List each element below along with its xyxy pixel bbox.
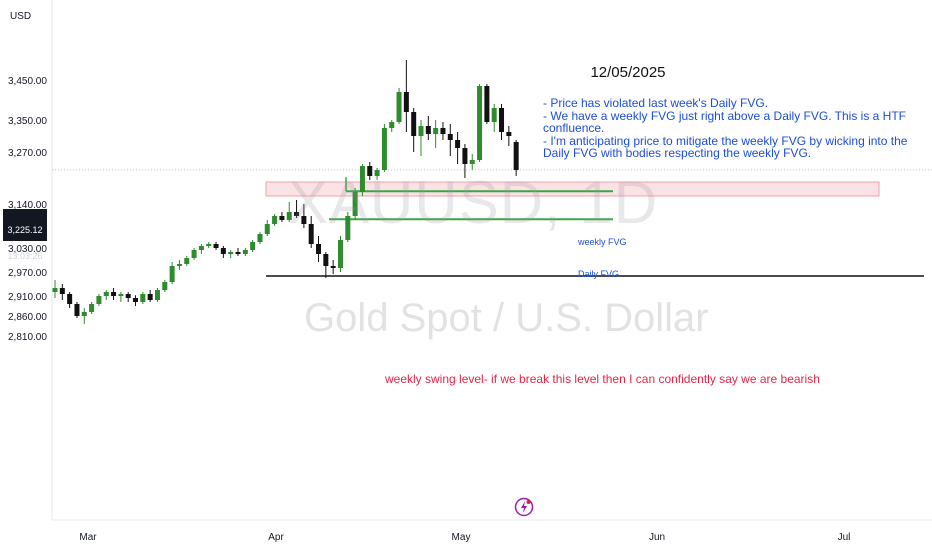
candle-body	[81, 312, 87, 316]
candle-body	[330, 266, 336, 268]
candle-body	[176, 264, 182, 266]
candle-body	[118, 294, 124, 296]
y-tick-label: 2,910.00	[8, 292, 47, 303]
candle-body	[447, 134, 453, 140]
y-tick-label: 2,970.00	[8, 268, 47, 279]
candle-body	[462, 148, 468, 164]
candle-body	[308, 224, 314, 244]
candle-body	[235, 252, 241, 254]
candle-body	[140, 294, 146, 302]
candle-body	[272, 216, 278, 224]
x-tick-label: Jul	[838, 532, 851, 543]
candle-body	[301, 216, 307, 224]
candle-body	[213, 244, 219, 248]
candle-body	[96, 296, 102, 304]
candle-body	[147, 294, 153, 300]
candle-body	[323, 254, 329, 266]
y-tick-label: 3,450.00	[8, 76, 47, 87]
candle-body	[484, 86, 490, 122]
candle-body	[345, 216, 351, 240]
candle-body	[154, 290, 160, 300]
price-axis	[0, 0, 52, 550]
candle-body	[374, 170, 380, 176]
candle-body	[418, 126, 424, 136]
candle-body	[513, 142, 519, 170]
candle-body	[279, 216, 285, 220]
swing-level-note: weekly swing level- if we break this lev…	[385, 372, 820, 386]
x-tick-label: Apr	[268, 532, 284, 543]
annotation-notes: - Price has violated last week's Daily F…	[543, 96, 908, 160]
candle-body	[286, 212, 292, 220]
instrument-name-watermark: Gold Spot / U.S. Dollar	[304, 296, 709, 340]
candle-body	[133, 298, 139, 302]
y-tick-label: 3,270.00	[8, 148, 47, 159]
candle-body	[396, 92, 402, 122]
candle-body	[455, 140, 461, 148]
candle-body	[169, 266, 175, 282]
candle-body	[294, 212, 300, 216]
y-tick-label: 2,860.00	[8, 312, 47, 323]
candle-body	[162, 282, 168, 290]
current-price: 3,225.12	[7, 225, 43, 235]
candle-body	[250, 242, 256, 250]
y-tick-label: 2,810.00	[8, 332, 47, 343]
candle-body	[499, 108, 505, 132]
candle-body	[352, 192, 358, 216]
candle-body	[59, 288, 65, 294]
candle-body	[111, 292, 117, 296]
x-tick-label: May	[452, 532, 471, 543]
weekly-fvg-label: weekly FVG	[578, 237, 627, 247]
candle-body	[433, 128, 439, 134]
candle-body	[103, 292, 109, 296]
candle-body	[89, 304, 95, 312]
candle-body	[440, 128, 446, 134]
candle-body	[367, 166, 373, 176]
candle-body	[257, 234, 263, 242]
y-tick-label: 3,350.00	[8, 116, 47, 127]
candle-body	[469, 160, 475, 164]
candle-body	[52, 288, 58, 292]
candle-body	[316, 244, 322, 254]
x-tick-label: Mar	[79, 532, 97, 543]
y-tick-label: 3,030.00	[8, 244, 47, 255]
symbol-watermark: XAUUSD, 1D	[288, 169, 659, 236]
candle-body	[198, 246, 204, 250]
candle-body	[74, 304, 80, 316]
candle-body	[184, 258, 190, 264]
bar-countdown: 13:03:26	[7, 251, 43, 261]
y-tick-label: 3,140.00	[8, 200, 47, 211]
candle-body	[337, 240, 343, 268]
candle-body	[228, 252, 234, 254]
annotation-date: 12/05/2025	[590, 64, 666, 81]
candle-body	[67, 294, 73, 304]
candle-body	[206, 244, 212, 246]
candle-body	[389, 122, 395, 128]
weekly-fvg-zone	[265, 181, 880, 197]
x-tick-label: Jun	[649, 532, 665, 543]
candle-body	[403, 92, 409, 112]
candle-body	[359, 166, 365, 192]
candle-body	[220, 248, 226, 254]
candle-body	[491, 108, 497, 122]
candle-body	[411, 112, 417, 136]
current-price-tag: 3,225.12 13:03:26	[3, 209, 47, 261]
candle-body	[381, 128, 387, 170]
currency-label: USD	[10, 11, 32, 22]
candle-body	[191, 250, 197, 258]
daily-fvg-label: Daily FVG	[578, 269, 620, 279]
candle-body	[242, 250, 248, 254]
candle-body	[425, 126, 431, 134]
lightning-logo-icon[interactable]	[514, 497, 534, 517]
candle-body	[125, 294, 131, 298]
candle-body	[477, 86, 483, 160]
candle-body	[264, 224, 270, 234]
candle-body	[506, 132, 512, 136]
